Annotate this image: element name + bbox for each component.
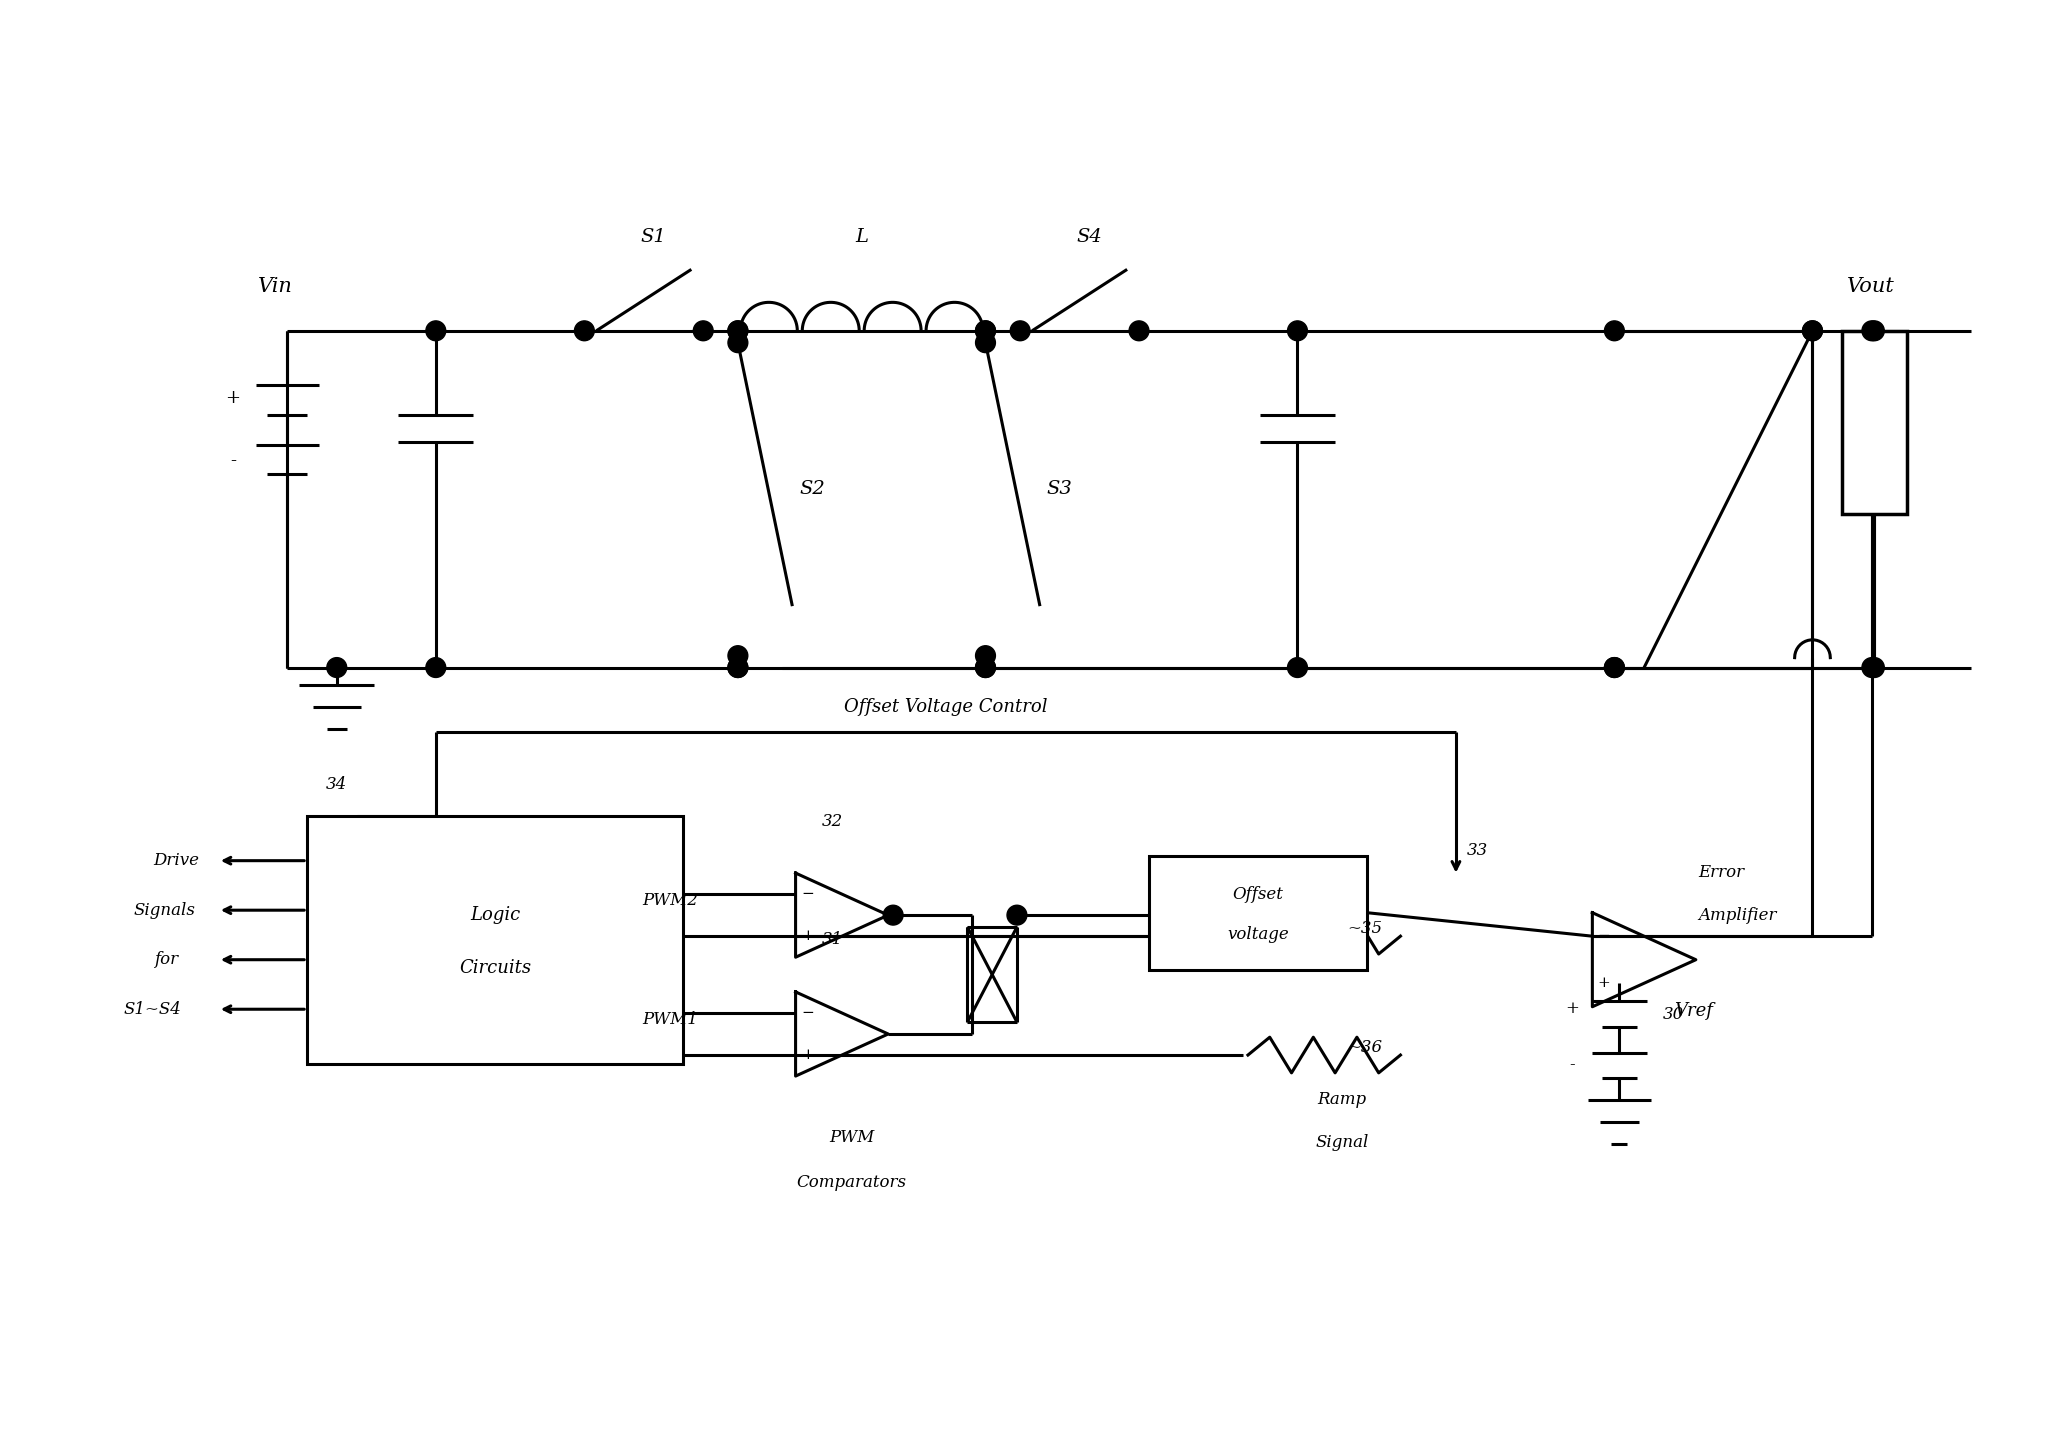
FancyBboxPatch shape: [307, 816, 684, 1064]
Circle shape: [1287, 657, 1307, 677]
Text: -: -: [230, 453, 236, 470]
Text: Amplifier: Amplifier: [1699, 907, 1778, 923]
Text: L: L: [856, 227, 868, 246]
Text: +: +: [1598, 977, 1610, 990]
Text: Circuits: Circuits: [460, 958, 530, 977]
Circle shape: [727, 321, 748, 340]
Circle shape: [1287, 321, 1307, 340]
Circle shape: [976, 321, 995, 340]
Text: ~36: ~36: [1347, 1039, 1382, 1056]
Text: voltage: voltage: [1227, 926, 1289, 943]
Circle shape: [976, 657, 995, 677]
Circle shape: [976, 645, 995, 666]
Circle shape: [976, 657, 995, 677]
Circle shape: [1863, 657, 1881, 677]
Text: -: -: [1569, 1056, 1575, 1072]
Text: −: −: [802, 1006, 814, 1020]
Text: Vref: Vref: [1674, 1001, 1714, 1020]
Text: +: +: [802, 929, 814, 943]
Circle shape: [574, 321, 595, 340]
Text: Drive: Drive: [153, 852, 199, 870]
Text: Comparators: Comparators: [798, 1174, 908, 1191]
Circle shape: [976, 333, 995, 353]
Text: 30: 30: [1664, 1006, 1685, 1023]
Circle shape: [327, 657, 346, 677]
Circle shape: [1007, 906, 1028, 925]
Text: PWM: PWM: [829, 1130, 874, 1146]
Circle shape: [727, 321, 748, 340]
Text: Ramp: Ramp: [1318, 1091, 1368, 1108]
Text: +: +: [1564, 1000, 1579, 1017]
Circle shape: [1604, 657, 1624, 677]
Text: S2: S2: [800, 480, 825, 498]
Circle shape: [427, 321, 445, 340]
Text: for: for: [153, 951, 178, 968]
Text: Error: Error: [1699, 864, 1745, 881]
Circle shape: [727, 645, 748, 666]
Text: S4: S4: [1077, 227, 1102, 246]
Circle shape: [727, 333, 748, 353]
Text: Logic: Logic: [470, 906, 520, 925]
Circle shape: [1803, 321, 1823, 340]
Circle shape: [1129, 321, 1148, 340]
Text: Offset Voltage Control: Offset Voltage Control: [843, 697, 1048, 716]
Text: 31: 31: [821, 932, 843, 948]
Text: S1: S1: [640, 227, 667, 246]
Circle shape: [727, 657, 748, 677]
FancyBboxPatch shape: [1148, 855, 1368, 969]
Text: 34: 34: [325, 776, 348, 793]
Text: −: −: [1598, 929, 1610, 943]
Text: S1~S4: S1~S4: [124, 1001, 182, 1017]
Circle shape: [1863, 321, 1881, 340]
Circle shape: [1011, 321, 1030, 340]
Circle shape: [1604, 657, 1624, 677]
Circle shape: [1604, 321, 1624, 340]
Text: Vout: Vout: [1846, 276, 1896, 295]
Text: 32: 32: [821, 813, 843, 829]
Text: +: +: [226, 389, 240, 407]
Text: ~35: ~35: [1347, 920, 1382, 936]
Text: Vin: Vin: [257, 276, 292, 295]
Circle shape: [427, 657, 445, 677]
Text: S3: S3: [1046, 480, 1073, 498]
Text: −: −: [802, 887, 814, 901]
Text: Signal: Signal: [1316, 1133, 1370, 1150]
Text: PWM2: PWM2: [642, 891, 698, 909]
FancyBboxPatch shape: [1842, 331, 1906, 514]
Text: +: +: [802, 1048, 814, 1062]
Circle shape: [694, 321, 713, 340]
Circle shape: [1865, 657, 1883, 677]
Circle shape: [1865, 321, 1883, 340]
Circle shape: [1803, 321, 1823, 340]
Text: Signals: Signals: [135, 901, 195, 919]
Text: Offset: Offset: [1233, 887, 1283, 903]
Circle shape: [883, 906, 903, 925]
Text: PWM1: PWM1: [642, 1010, 698, 1027]
Circle shape: [727, 657, 748, 677]
Text: 33: 33: [1467, 842, 1488, 860]
Circle shape: [976, 321, 995, 340]
